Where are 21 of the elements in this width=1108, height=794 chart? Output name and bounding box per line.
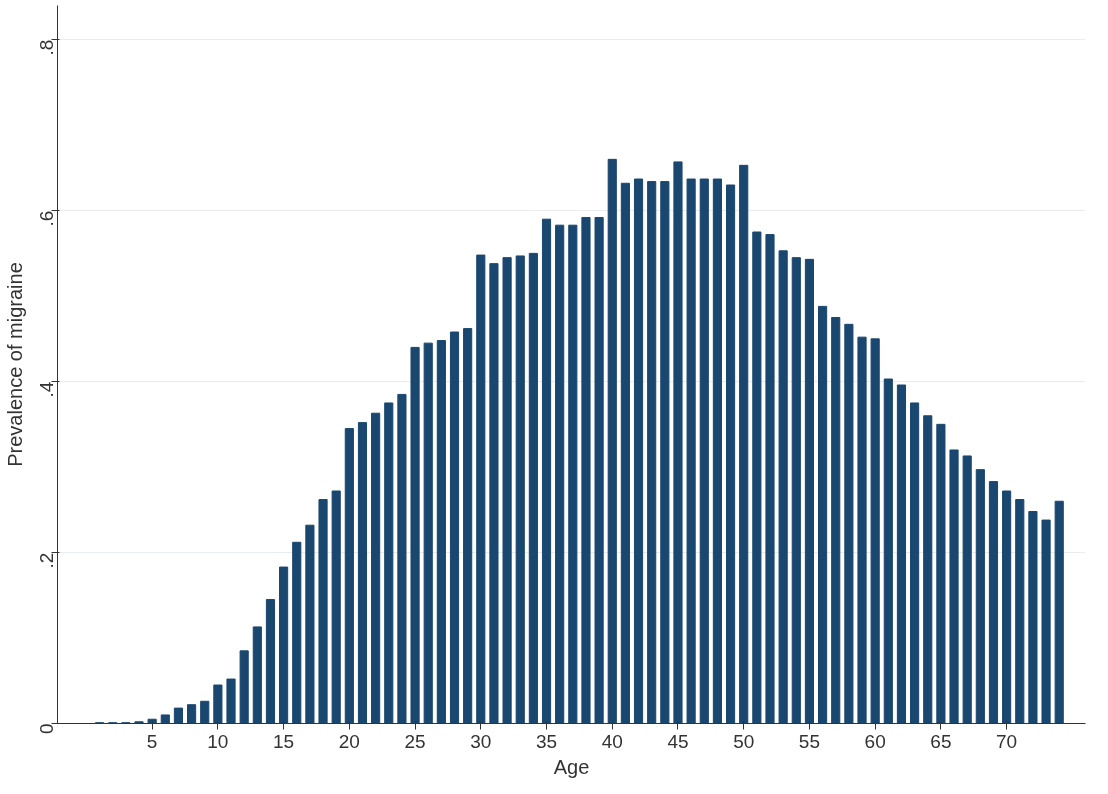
x-tick-label: 55 — [798, 730, 821, 752]
x-tick-label: 30 — [470, 730, 492, 752]
x-tick-label: 40 — [601, 730, 623, 752]
x-tick-label: 5 — [146, 730, 158, 752]
x-tick-label: 70 — [996, 730, 1018, 752]
x-tick-label: 10 — [207, 730, 229, 752]
x-axis-title: Age — [553, 755, 590, 778]
x-tick-label: 45 — [667, 730, 689, 752]
x-tick-label: 15 — [273, 730, 295, 752]
x-tick-label: 65 — [930, 730, 952, 752]
y-tick-label: .4 — [36, 381, 57, 398]
x-tick-label: 60 — [864, 730, 886, 752]
y-tick-label: .6 — [36, 210, 57, 227]
y-axis-title: Prevalence of migraine — [3, 262, 26, 467]
x-tick-label: 20 — [338, 730, 360, 752]
y-tick-label: .2 — [36, 552, 57, 569]
y-tick-label: 0 — [36, 723, 57, 735]
x-tick-label: 35 — [535, 730, 558, 752]
y-tick-label: .8 — [36, 39, 57, 56]
x-tick-label: 25 — [404, 730, 426, 752]
x-tick-label: 50 — [733, 730, 755, 752]
